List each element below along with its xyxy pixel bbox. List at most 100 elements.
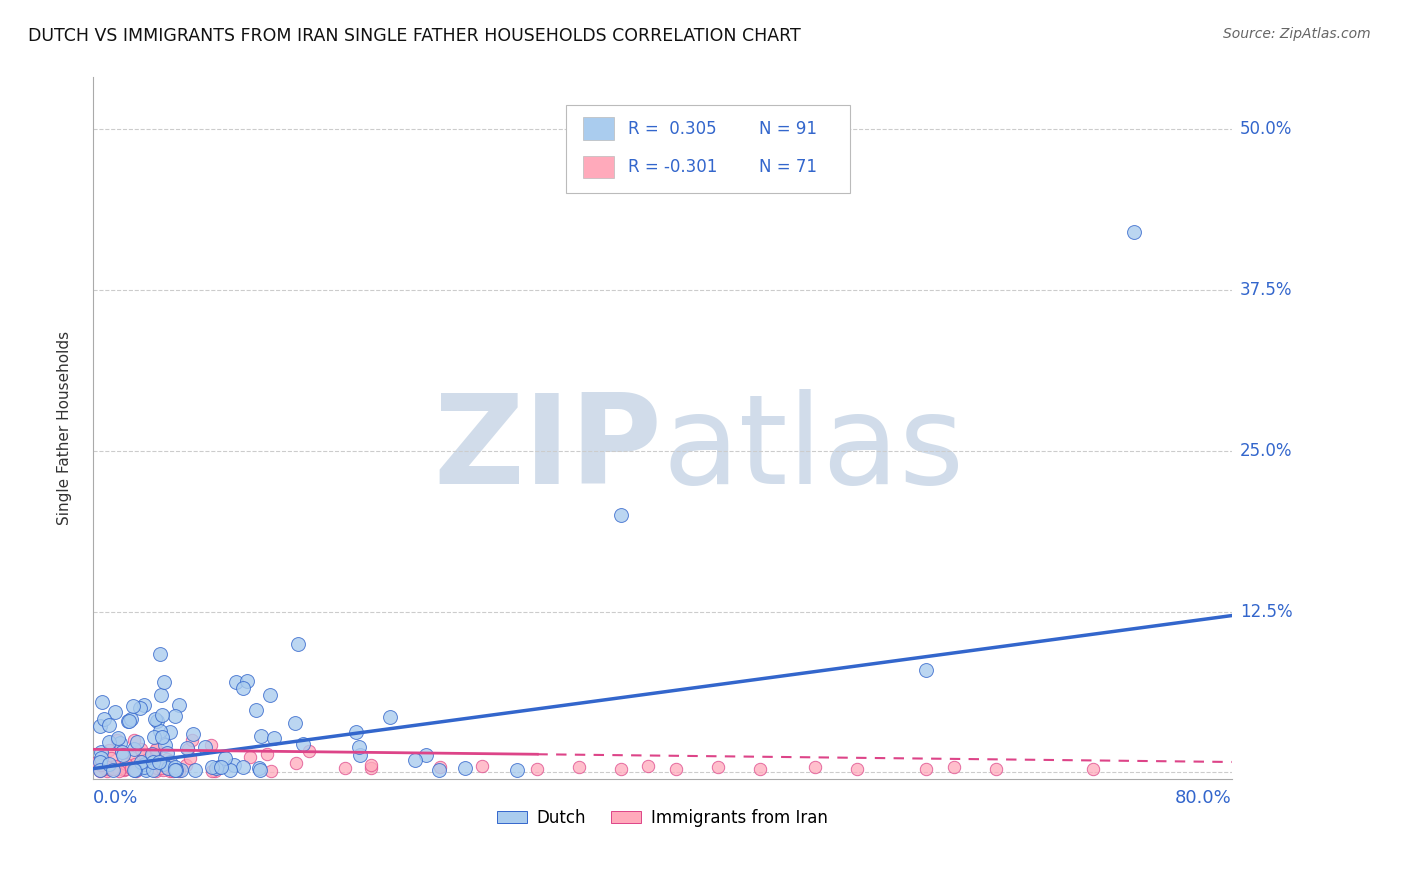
Point (167, 698, 190, 713)
Point (96, 764, 118, 778)
Point (232, 759, 254, 773)
Point (86, 755, 108, 769)
Point (333, 761, 356, 775)
Point (942, 760, 965, 774)
Point (284, 716, 307, 731)
Point (707, 760, 730, 774)
Point (148, 755, 170, 769)
Point (143, 731, 166, 745)
Point (112, 763, 135, 777)
Point (915, 663, 938, 677)
Text: 50.0%: 50.0% (1240, 120, 1292, 138)
Point (169, 764, 191, 779)
Point (184, 763, 207, 777)
Text: Source: ZipAtlas.com: Source: ZipAtlas.com (1223, 27, 1371, 41)
Point (845, 762, 868, 776)
Point (174, 758, 197, 772)
Point (141, 763, 163, 777)
Point (131, 742, 153, 756)
Point (194, 739, 217, 754)
Text: 25.0%: 25.0% (1240, 442, 1292, 459)
Point (156, 746, 179, 760)
Point (111, 747, 134, 762)
Point (915, 762, 938, 776)
Point (360, 761, 382, 775)
Point (89, 755, 111, 769)
Point (105, 733, 128, 747)
Point (804, 135, 827, 149)
Point (108, 762, 131, 776)
FancyBboxPatch shape (582, 118, 614, 140)
Point (165, 763, 187, 777)
Text: N = 91: N = 91 (759, 120, 817, 137)
Point (526, 762, 548, 776)
Point (404, 752, 426, 766)
Point (181, 733, 204, 747)
Point (804, 760, 827, 774)
Point (225, 675, 247, 690)
Point (101, 763, 124, 777)
Point (134, 747, 156, 762)
Point (135, 763, 157, 777)
Text: 37.5%: 37.5% (1240, 281, 1292, 299)
Text: R = -0.301: R = -0.301 (628, 158, 717, 177)
Point (122, 733, 145, 747)
Point (984, 762, 1007, 776)
Point (124, 763, 146, 777)
Point (177, 742, 200, 756)
Point (97, 756, 120, 771)
Y-axis label: Single Father Households: Single Father Households (58, 331, 72, 525)
Point (209, 760, 232, 774)
FancyBboxPatch shape (565, 105, 851, 194)
Point (506, 763, 529, 777)
Point (1123, 225, 1146, 239)
Point (219, 763, 242, 777)
Text: atlas: atlas (662, 389, 965, 509)
Point (108, 736, 131, 750)
Point (165, 760, 187, 774)
Text: 80.0%: 80.0% (1175, 789, 1232, 807)
Point (90, 695, 112, 709)
Text: 12.5%: 12.5% (1240, 603, 1292, 621)
Point (285, 756, 308, 770)
Point (245, 703, 267, 717)
Point (159, 724, 181, 739)
Point (117, 714, 139, 729)
Point (146, 714, 169, 728)
Point (128, 700, 150, 714)
Point (609, 508, 631, 522)
Point (132, 759, 155, 773)
Point (134, 698, 156, 713)
Point (120, 712, 142, 726)
Point (208, 760, 231, 774)
Point (349, 740, 371, 755)
Text: ZIP: ZIP (433, 389, 662, 509)
Point (415, 747, 437, 762)
Point (107, 764, 129, 778)
Point (150, 761, 173, 775)
Point (454, 761, 477, 775)
Point (104, 759, 127, 773)
Point (107, 731, 129, 745)
Point (360, 757, 382, 772)
Point (609, 762, 631, 776)
Point (94, 756, 117, 770)
Point (429, 760, 451, 774)
Point (125, 764, 148, 778)
Point (89, 764, 111, 778)
Point (150, 730, 173, 744)
Point (142, 756, 165, 770)
Point (263, 731, 285, 745)
Text: 0.0%: 0.0% (93, 789, 138, 807)
Point (291, 737, 314, 751)
Point (112, 746, 135, 760)
Point (170, 763, 193, 777)
Point (118, 714, 141, 728)
Point (90, 755, 112, 769)
Point (427, 763, 450, 777)
Point (1081, 762, 1104, 776)
Point (89, 763, 111, 777)
Point (134, 757, 156, 772)
FancyBboxPatch shape (582, 156, 614, 178)
Point (111, 746, 134, 760)
